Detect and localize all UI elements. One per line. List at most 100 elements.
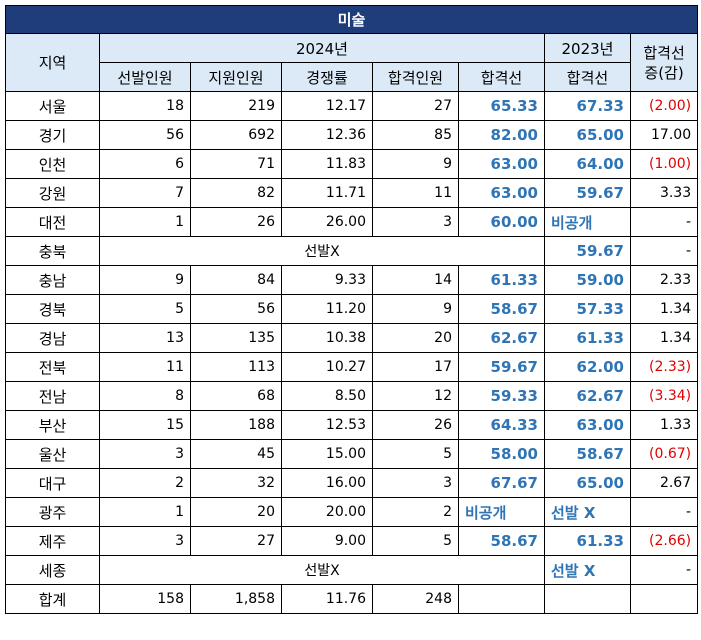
- table-row: 제주 3 27 9.00 5 58.67 61.33 (2.66): [5, 526, 699, 556]
- applicants-cell: 84: [190, 265, 282, 295]
- selected-cell: 56: [99, 120, 191, 150]
- diff-cell: 17.00: [629, 120, 699, 150]
- selected-cell: 3: [99, 526, 191, 556]
- cutoff-2023-cell: 65.00: [544, 120, 631, 150]
- table-row: 광주 1 20 20.00 2 비공개 선발 X-: [5, 497, 699, 527]
- region-cell: 광주: [5, 497, 100, 527]
- no-selection-cell: 선발X: [99, 555, 545, 585]
- region-cell: 경기: [5, 120, 100, 150]
- ratio-cell: 12.53: [281, 410, 373, 440]
- applicants-cell: 45: [190, 439, 282, 469]
- selected-cell: 13: [99, 323, 191, 353]
- header-selected: 선발인원: [99, 62, 191, 92]
- applicants-cell: 26: [190, 207, 282, 237]
- cutoff-2023-cell: 67.33: [544, 91, 631, 121]
- ratio-cell: 11.76: [281, 584, 373, 614]
- cutoff-2023-cell: [544, 584, 631, 614]
- diff-cell: (3.34): [629, 381, 699, 411]
- header-cutoff-2023: 합격선: [544, 62, 631, 92]
- passed-cell: 3: [372, 468, 459, 498]
- passed-cell: 27: [372, 91, 459, 121]
- region-cell: 경남: [5, 323, 100, 353]
- cutoff-2024-cell: 59.33: [458, 381, 545, 411]
- passed-cell: 26: [372, 410, 459, 440]
- selected-cell: 18: [99, 91, 191, 121]
- diff-cell: (0.67): [629, 439, 699, 469]
- cutoff-2023-cell: 61.33: [544, 323, 631, 353]
- applicants-cell: 692: [190, 120, 282, 150]
- cutoff-2024-cell: 62.67: [458, 323, 545, 353]
- ratio-cell: 10.38: [281, 323, 373, 353]
- region-cell: 충남: [5, 265, 100, 295]
- cutoff-2023-cell: 65.00: [544, 468, 631, 498]
- region-cell: 제주: [5, 526, 100, 556]
- region-cell: 대전: [5, 207, 100, 237]
- passed-cell: 85: [372, 120, 459, 150]
- region-cell: 대구: [5, 468, 100, 498]
- region-cell: 부산: [5, 410, 100, 440]
- applicants-cell: 27: [190, 526, 282, 556]
- ratio-cell: 16.00: [281, 468, 373, 498]
- cutoff-2024-cell: 58.67: [458, 294, 545, 324]
- selected-cell: 15: [99, 410, 191, 440]
- header-passed: 합격인원: [372, 62, 459, 92]
- passed-cell: 14: [372, 265, 459, 295]
- diff-cell: (1.00): [629, 149, 699, 179]
- diff-cell: 2.33: [629, 265, 699, 295]
- applicants-cell: 82: [190, 178, 282, 208]
- diff-cell: 1.33: [629, 410, 699, 440]
- region-cell: 충북: [5, 236, 100, 266]
- cutoff-2024-cell: 67.67: [458, 468, 545, 498]
- table-row: 경남 13 135 10.38 20 62.67 61.33 1.34: [5, 323, 699, 353]
- cutoff-2023-cell: 62.00: [544, 352, 631, 382]
- table-row: 충북 선발X 59.67-: [5, 236, 699, 266]
- passed-cell: 9: [372, 149, 459, 179]
- applicants-cell: 71: [190, 149, 282, 179]
- cutoff-2023-cell: 61.33: [544, 526, 631, 556]
- diff-cell: 1.34: [629, 323, 699, 353]
- table-row: 대구 2 32 16.00 3 67.67 65.00 2.67: [5, 468, 699, 498]
- passed-cell: 5: [372, 526, 459, 556]
- table-row: 울산 3 45 15.00 5 58.00 58.67 (0.67): [5, 439, 699, 469]
- ratio-cell: 15.00: [281, 439, 373, 469]
- cutoff-2023-cell: 62.67: [544, 381, 631, 411]
- cutoff-2023-cell: 59.67: [544, 178, 631, 208]
- diff-cell: -: [629, 497, 699, 527]
- cutoff-2024-cell: 59.67: [458, 352, 545, 382]
- region-cell: 전북: [5, 352, 100, 382]
- passed-cell: 3: [372, 207, 459, 237]
- cutoff-2024-cell: 65.33: [458, 91, 545, 121]
- selected-cell: 7: [99, 178, 191, 208]
- selected-cell: 9: [99, 265, 191, 295]
- header-cutoff-2024: 합격선: [458, 62, 545, 92]
- cutoff-2024-cell: 63.00: [458, 178, 545, 208]
- table-row: 전남 8 68 8.50 12 59.33 62.67 (3.34): [5, 381, 699, 411]
- ratio-cell: 11.20: [281, 294, 373, 324]
- table-row: 충남 9 84 9.33 14 61.33 59.00 2.33: [5, 265, 699, 295]
- diff-cell: (2.66): [629, 526, 699, 556]
- cutoff-2024-cell: 82.00: [458, 120, 545, 150]
- passed-cell: 2: [372, 497, 459, 527]
- region-cell: 세종: [5, 555, 100, 585]
- cutoff-2024-cell: 63.00: [458, 149, 545, 179]
- cutoff-2024-cell: 58.00: [458, 439, 545, 469]
- region-cell: 경북: [5, 294, 100, 324]
- cutoff-2023-cell: 58.67: [544, 439, 631, 469]
- region-cell: 전남: [5, 381, 100, 411]
- table-row: 경기 56 692 12.36 85 82.00 65.00 17.00: [5, 120, 699, 150]
- cutoff-2023-cell: 63.00: [544, 410, 631, 440]
- selected-cell: 3: [99, 439, 191, 469]
- cutoff-2023-cell: 비공개: [544, 207, 631, 237]
- table-title: 미술: [4, 5, 699, 34]
- ratio-cell: 8.50: [281, 381, 373, 411]
- cutoff-2024-cell: 비공개: [458, 497, 545, 527]
- diff-cell: [629, 584, 699, 614]
- cutoff-2024-cell: 58.67: [458, 526, 545, 556]
- selected-cell: 158: [99, 584, 191, 614]
- table-row: 세종 선발X 선발 X-: [5, 555, 699, 585]
- ratio-cell: 26.00: [281, 207, 373, 237]
- passed-cell: 11: [372, 178, 459, 208]
- selected-cell: 1: [99, 207, 191, 237]
- diff-cell: -: [629, 207, 699, 237]
- header-ratio: 경쟁률: [281, 62, 373, 92]
